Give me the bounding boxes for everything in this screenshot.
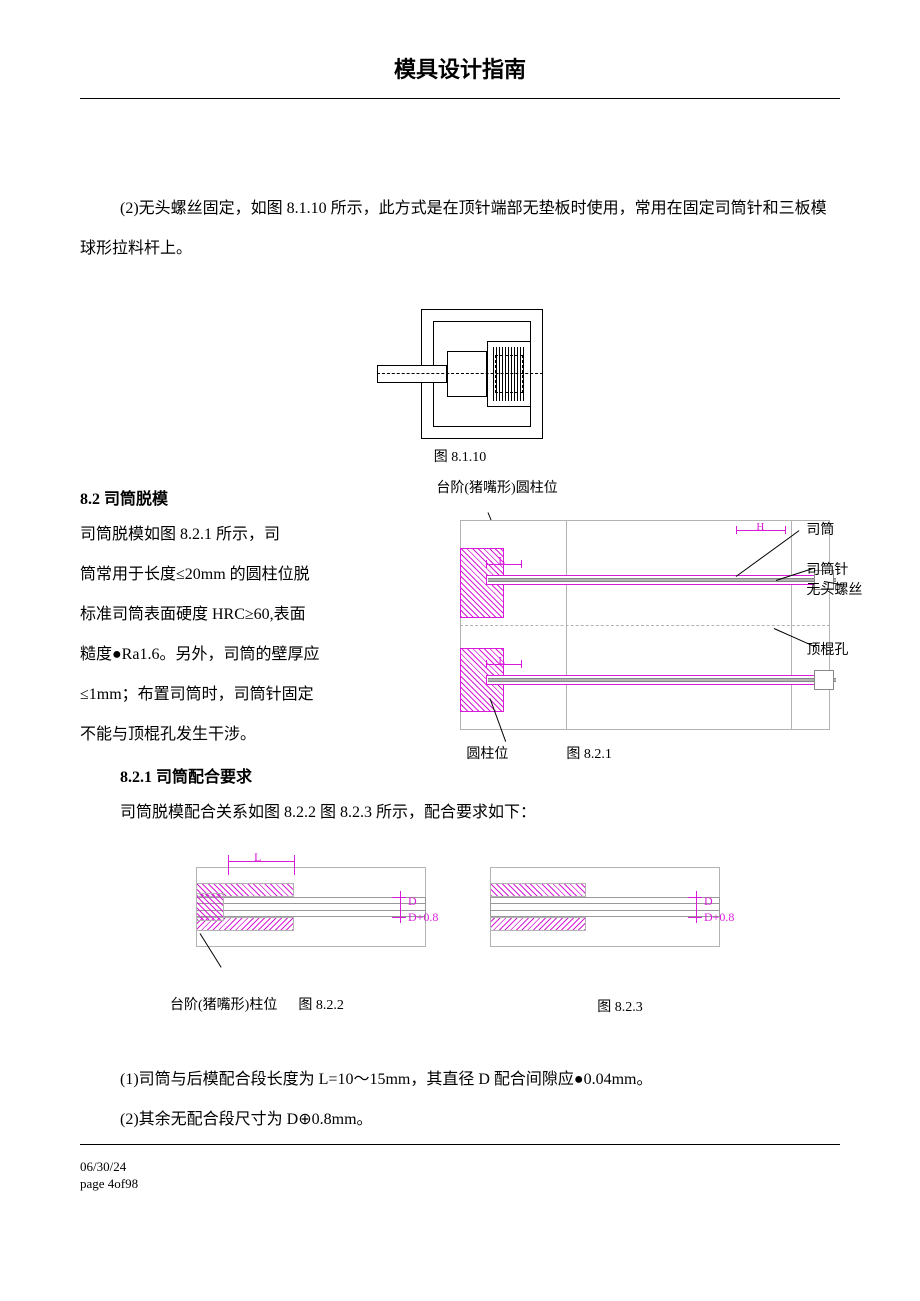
figure-8-2-3: D D+0.8 [480,853,760,993]
page-title: 模具设计指南 [80,50,840,99]
heading-8-2-1: 8.2.1 司筒配合要求 [80,764,840,793]
p821-1: (1)司筒与后模配合段长度为 L=10～15mm，其直径 D 配合间隙应●0.0… [80,1060,840,1100]
dim-L-822: L [254,847,261,869]
figure-8-2-3-caption: 图 8.2.3 [480,995,760,1020]
figure-8-1-10: 图 8.1.10 [80,309,840,470]
figure-8-2-1-caption: 图 8.2.1 [566,742,612,767]
dim-D08-822: D+0.8 [408,907,438,929]
p82-line3: 标准司筒表面硬度 HRC≥60,表面 [80,595,414,635]
p82-line4: 糙度●Ra1.6。另外，司筒的壁厚应 [80,635,414,675]
figure-8-2-1: 台阶(猪嘴形)圆柱位 H L [426,480,866,760]
footer-rule [80,1144,840,1145]
heading-8-2: 8.2 司筒脱模 [80,486,414,515]
figure-8-1-10-caption: 图 8.1.10 [80,445,840,470]
dim-H: H [756,518,764,538]
dim-D08-823: D+0.8 [704,907,734,929]
p821-intro: 司筒脱模配合关系如图 8.2.2 图 8.2.3 所示，配合要求如下： [80,793,840,833]
label-step-boss-top: 台阶(猪嘴形)圆柱位 [436,476,557,501]
footer-page: page 4of98 [80,1176,840,1193]
p82-line5: ≤1mm；布置司筒时，司筒针固定 [80,675,414,715]
label-sleeve: 司筒 [806,518,834,543]
p821-2: (2)其余无配合段尺寸为 D⊕0.8mm。 [80,1100,840,1140]
p82-line1: 司筒脱模如图 8.2.1 所示，司 [80,515,414,555]
paragraph-2: (2)无头螺丝固定，如图 8.1.10 所示，此方式是在顶针端部无垫板时使用，常… [80,189,840,269]
label-col-boss: 圆柱位 [466,742,508,767]
dim-L-lower: L [498,652,505,672]
dim-L-upper: L [498,552,505,572]
label-ejector-hole: 顶棍孔 [806,638,848,663]
figure-8-2-2-caption: 图 8.2.2 [298,998,344,1013]
p82-line2: 筒常用于长度≤20mm 的圆柱位脱 [80,555,414,595]
figure-8-2-2: L D D+0.8 [160,853,440,993]
label-headless-screw: 无头螺丝 [806,578,862,603]
footer-date: 06/30/24 [80,1159,840,1176]
p82-line6: 不能与顶棍孔发生干涉。 [80,715,414,755]
label-step-boss-822: 台阶(猪嘴形)柱位 [170,998,277,1013]
